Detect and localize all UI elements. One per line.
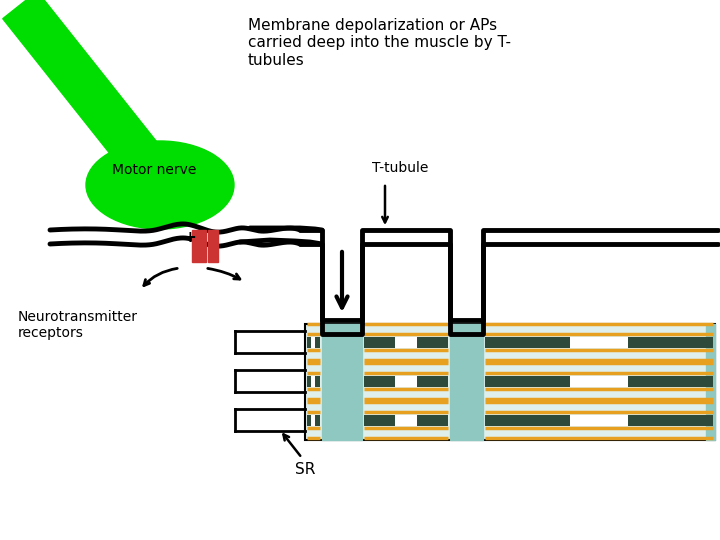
- Bar: [311, 376, 315, 387]
- Ellipse shape: [86, 141, 234, 229]
- Bar: [307, 376, 320, 387]
- Text: Motor nerve: Motor nerve: [112, 163, 197, 177]
- Bar: [364, 376, 448, 387]
- Bar: [395, 337, 417, 348]
- Bar: [305, 324, 715, 440]
- Bar: [450, 324, 483, 440]
- Bar: [570, 376, 628, 387]
- Bar: [311, 337, 315, 348]
- Bar: [485, 376, 713, 387]
- Bar: [307, 415, 320, 426]
- Polygon shape: [3, 0, 172, 188]
- Bar: [364, 337, 448, 348]
- Bar: [322, 324, 362, 440]
- Text: SR: SR: [295, 462, 315, 477]
- Bar: [364, 415, 448, 426]
- Bar: [192, 230, 206, 262]
- Bar: [706, 324, 715, 440]
- Bar: [395, 376, 417, 387]
- Bar: [570, 337, 628, 348]
- Bar: [395, 415, 417, 426]
- Text: Membrane depolarization or APs
carried deep into the muscle by T-
tubules: Membrane depolarization or APs carried d…: [248, 18, 511, 68]
- Text: +: +: [183, 231, 196, 246]
- Bar: [485, 415, 713, 426]
- Bar: [570, 415, 628, 426]
- Text: T-tubule: T-tubule: [372, 161, 428, 175]
- Text: Neurotransmitter
receptors: Neurotransmitter receptors: [18, 310, 138, 340]
- Bar: [311, 415, 315, 426]
- Bar: [208, 230, 218, 262]
- Bar: [307, 337, 320, 348]
- Bar: [485, 337, 713, 348]
